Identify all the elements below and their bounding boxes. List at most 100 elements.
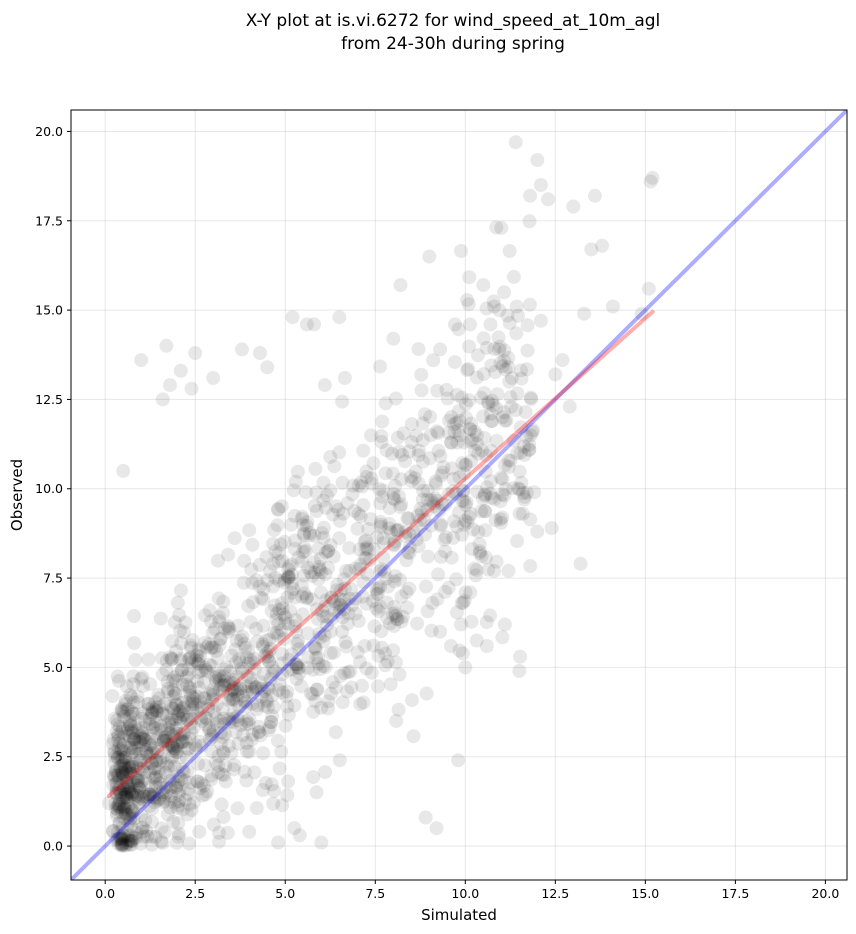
scatter-point xyxy=(316,520,331,535)
scatter-point xyxy=(364,428,378,443)
scatter-point xyxy=(258,776,273,790)
scatter-point xyxy=(118,838,133,853)
scatter-point xyxy=(173,653,188,668)
scatter-point xyxy=(414,505,429,520)
scatter-point xyxy=(329,583,344,598)
scatter-point xyxy=(423,409,438,424)
scatter-point xyxy=(143,746,158,761)
scatter-point xyxy=(282,570,297,585)
scatter-point xyxy=(373,514,388,529)
scatter-point xyxy=(517,489,532,504)
scatter-point xyxy=(183,775,197,790)
scatter-point xyxy=(286,483,301,498)
y-tick-label: 12.5 xyxy=(35,392,63,407)
scatter-point xyxy=(323,483,338,498)
scatter-point xyxy=(519,485,534,500)
scatter-point xyxy=(247,651,261,666)
scatter-point xyxy=(223,688,238,703)
scatter-point xyxy=(404,417,419,432)
scatter-point xyxy=(205,692,220,707)
scatter-point xyxy=(259,633,273,648)
scatter-point xyxy=(447,417,462,432)
scatter-point xyxy=(147,741,162,755)
scatter-point xyxy=(447,355,462,370)
scatter-point xyxy=(233,632,248,647)
scatter-point xyxy=(237,693,252,708)
scatter-point xyxy=(159,708,174,723)
scatter-point xyxy=(420,492,435,507)
scatter-point xyxy=(140,789,155,804)
scatter-point xyxy=(387,538,402,553)
scatter-point xyxy=(160,722,175,737)
scatter-point xyxy=(463,506,478,521)
scatter-point xyxy=(209,717,224,732)
scatter-point xyxy=(433,342,448,357)
scatter-point xyxy=(475,491,490,506)
scatter-point xyxy=(115,791,130,806)
scatter-point xyxy=(395,448,410,462)
scatter-point xyxy=(214,725,229,740)
scatter-point xyxy=(160,807,175,822)
scatter-point xyxy=(172,750,187,765)
scatter-point xyxy=(371,581,386,596)
scatter-point xyxy=(497,488,512,503)
scatter-point xyxy=(414,367,429,382)
scatter-point xyxy=(462,339,476,354)
scatter-point xyxy=(140,829,155,844)
scatter-point xyxy=(118,750,133,765)
scatter-point xyxy=(256,746,271,761)
scatter-point xyxy=(163,378,177,393)
scatter-point xyxy=(288,590,302,605)
scatter-point xyxy=(474,504,489,519)
scatter-point xyxy=(149,769,164,784)
scatter-point xyxy=(165,772,180,787)
scatter-point xyxy=(226,762,241,777)
scatter-point xyxy=(479,550,493,565)
scatter-point xyxy=(355,678,369,693)
scatter-point xyxy=(180,679,195,694)
scatter-point xyxy=(113,778,128,793)
scatter-point xyxy=(143,677,158,692)
scatter-point xyxy=(411,539,426,554)
scatter-point xyxy=(114,798,129,812)
scatter-point xyxy=(359,551,374,566)
scatter-point xyxy=(110,717,125,732)
scatter-point xyxy=(410,616,425,631)
scatter-point xyxy=(114,836,129,851)
scatter-point xyxy=(365,594,380,609)
scatter-point xyxy=(132,796,146,811)
scatter-point xyxy=(127,731,142,746)
scatter-point xyxy=(121,833,136,848)
scatter-point xyxy=(245,537,260,552)
scatter-point xyxy=(282,559,297,574)
scatter-point xyxy=(271,733,285,748)
scatter-point xyxy=(111,750,125,765)
scatter-point xyxy=(125,787,140,802)
scatter-point xyxy=(288,619,302,634)
scatter-point xyxy=(116,828,131,843)
scatter-point xyxy=(533,313,548,328)
scatter-point xyxy=(158,794,172,808)
scatter-point xyxy=(107,746,122,761)
scatter-point xyxy=(188,346,203,360)
scatter-point xyxy=(115,721,130,736)
scatter-point xyxy=(202,732,217,747)
scatter-point xyxy=(198,758,212,773)
scatter-point xyxy=(237,636,252,651)
scatter-point xyxy=(379,571,394,586)
scatter-point xyxy=(517,492,532,507)
y-tick-label: 0.0 xyxy=(43,839,63,854)
scatter-point xyxy=(371,679,385,694)
scatter-point xyxy=(184,725,199,740)
scatter-point xyxy=(250,698,265,713)
scatter-point xyxy=(504,399,519,414)
scatter-point xyxy=(511,308,525,323)
scatter-point xyxy=(112,796,127,811)
scatter-point xyxy=(457,593,472,608)
scatter-point xyxy=(117,800,132,815)
scatter-point xyxy=(309,785,324,800)
scatter-point xyxy=(432,503,447,518)
scatter-point xyxy=(159,785,174,800)
scatter-point xyxy=(268,598,282,613)
scatter-point xyxy=(181,667,196,682)
